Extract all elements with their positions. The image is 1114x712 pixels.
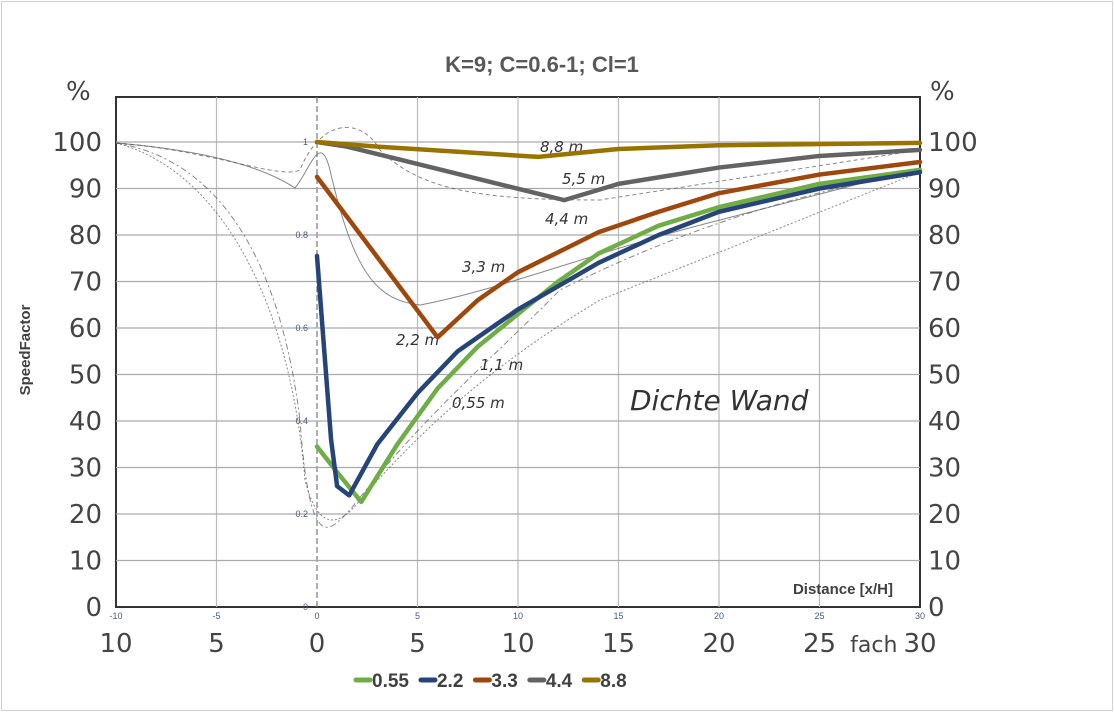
scan-curve-label: 2,2 m	[396, 331, 439, 349]
y-tick-label: 0.8	[295, 230, 308, 240]
series-group	[314, 139, 923, 505]
x-tick-label: 0	[314, 611, 319, 621]
scan-curve-label: 5,5 m	[562, 170, 605, 188]
legend: 0.55 2.2 3.3 4.4 8.8	[353, 671, 627, 692]
x-tick-label: 10	[513, 611, 523, 621]
scan-x-label: 10	[501, 629, 534, 659]
scan-curve-label: 1,1 m	[480, 356, 523, 374]
scan-curve-label: 0,55 m	[452, 394, 505, 412]
scan-y-label-right: 20	[928, 500, 961, 530]
series-line-4.4	[314, 139, 923, 203]
scan-x-label: 10	[99, 629, 132, 659]
scan-y-label-left: 50	[69, 361, 102, 391]
scan-y-label-left: 60	[69, 314, 102, 344]
y-tick-label: 0.4	[295, 416, 308, 426]
scan-curve-label: 3,3 m	[462, 258, 505, 276]
scan-y-label-right: 70	[928, 268, 961, 298]
scan-x-label: 25	[803, 629, 836, 659]
legend-label-3.3: 3.3	[491, 671, 517, 692]
legend-label-2.2: 2.2	[437, 671, 463, 692]
scan-y-label-left: 80	[69, 221, 102, 251]
scan-y-label-right: 0	[928, 593, 945, 623]
scan-annotation: Dichte Wand	[630, 384, 809, 417]
series-line-8.8	[314, 139, 923, 160]
scan-y-label-left: 100	[52, 128, 102, 158]
scan-y-label-right: 40	[928, 407, 961, 437]
scan-y-label-right: 30	[928, 454, 961, 484]
legend-label-8.8: 8.8	[600, 671, 626, 692]
scan-y-label-right: 80	[928, 221, 961, 251]
x-tick-label: 25	[814, 611, 824, 621]
series-line-0.55	[314, 167, 923, 505]
y-tick-label: 0.6	[295, 323, 308, 333]
scan-y-label-left: 10	[69, 547, 102, 577]
scan-y-label-left: 20	[69, 500, 102, 530]
chart-title: K=9; C=0.6-1; Cl=1	[445, 52, 639, 77]
scan-y-label-right: 60	[928, 314, 961, 344]
y-tick-label: 1	[303, 137, 308, 147]
scan-y-label-left: 40	[69, 407, 102, 437]
series-line-2.2	[314, 169, 923, 498]
scan-curve	[115, 142, 921, 521]
x-tick-label: 15	[613, 611, 623, 621]
scan-unit-left: %	[66, 77, 91, 107]
scan-x-label: 30	[903, 629, 936, 659]
scan-y-label-right: 90	[928, 175, 961, 205]
scan-y-label-right: 100	[928, 128, 978, 158]
x-tick-label: -10	[109, 611, 122, 621]
x-tick-label: 5	[415, 611, 420, 621]
scan-x-label: fach	[850, 633, 897, 658]
x-tick-label: 20	[714, 611, 724, 621]
scan-curve	[115, 142, 921, 306]
scan-y-label-right: 50	[928, 361, 961, 391]
series-line-3.3	[314, 159, 923, 340]
scan-y-label-left: 70	[69, 268, 102, 298]
scan-unit-right: %	[930, 77, 955, 107]
scan-x-label: 5	[208, 629, 225, 659]
legend-label-0.55: 0.55	[372, 671, 409, 692]
scan-x-label: 20	[702, 629, 735, 659]
x-tick-label: -5	[212, 611, 220, 621]
scan-curve	[115, 142, 921, 528]
x-tick-label: 30	[915, 611, 925, 621]
y-tick-label: 0	[303, 602, 308, 612]
scan-x-label: 15	[602, 629, 635, 659]
legend-label-4.4: 4.4	[546, 671, 573, 692]
scan-y-label-left: 90	[69, 175, 102, 205]
scan-curve-label: 4,4 m	[545, 210, 588, 228]
y-tick-label: 0.2	[295, 509, 308, 519]
scan-y-label-right: 10	[928, 547, 961, 577]
y-axis-label: SpeedFactor	[17, 304, 34, 395]
scan-x-label: 0	[309, 629, 326, 659]
x-axis-label: Distance [x/H]	[793, 581, 893, 598]
axis-ticks: -10 -5 0 5 10 15 20 25 30 0 0.2 0.4 0.6 0.8 1	[109, 137, 925, 621]
scan-y-label-left: 30	[69, 454, 102, 484]
scan-y-label-left: 0	[85, 593, 102, 623]
scan-x-label: 5	[409, 629, 426, 659]
